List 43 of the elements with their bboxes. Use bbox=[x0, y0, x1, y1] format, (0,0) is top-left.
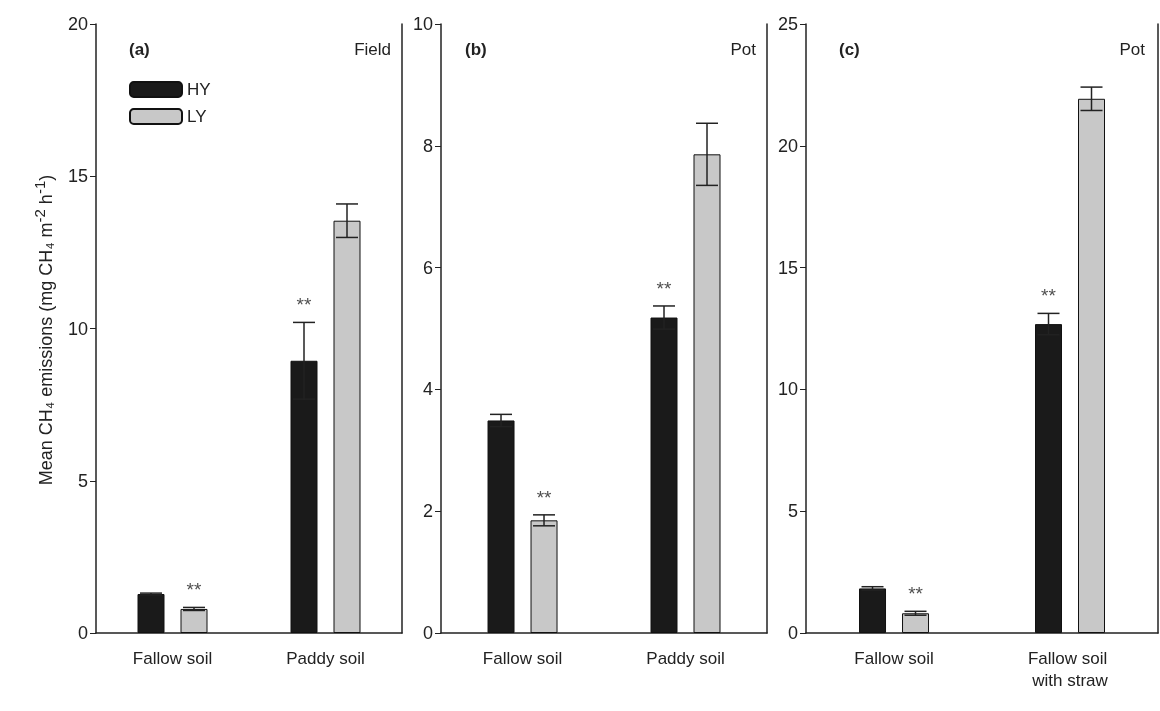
y-tick-label: 20 bbox=[67, 14, 88, 34]
bar bbox=[530, 520, 558, 633]
legend-label: HY bbox=[187, 80, 211, 99]
annotation: ** bbox=[908, 583, 924, 605]
text: Pot bbox=[1119, 40, 1146, 59]
x-tick-label: Fallow soil with straw bbox=[1027, 648, 1113, 690]
y-tick-label: 15 bbox=[777, 257, 799, 278]
y-tick-label: 5 bbox=[788, 501, 799, 522]
bar bbox=[180, 608, 208, 633]
y-tick-label: 8 bbox=[423, 135, 434, 156]
text: (b) bbox=[465, 40, 487, 59]
y-tick-label: 2 bbox=[423, 501, 434, 522]
x-tick-label: Fallow soil bbox=[132, 648, 213, 668]
bar bbox=[333, 220, 361, 633]
text: Pot bbox=[730, 40, 757, 59]
legend-label: LY bbox=[187, 107, 207, 126]
y-tick-label: 0 bbox=[77, 623, 88, 643]
annotation: ** bbox=[536, 486, 553, 508]
bar bbox=[693, 154, 721, 633]
y-tick-label: 25 bbox=[777, 14, 799, 34]
y-tick-label: 10 bbox=[67, 318, 88, 339]
annotation: ** bbox=[656, 277, 672, 299]
bar bbox=[902, 613, 930, 633]
text: Field bbox=[354, 40, 392, 59]
y-tick-label: 5 bbox=[77, 470, 88, 491]
x-tick-label: Paddy soil bbox=[286, 648, 365, 668]
x-tick-label: Fallow soil bbox=[482, 648, 563, 668]
y-tick-label: 10 bbox=[412, 14, 434, 34]
y-tick-label: 0 bbox=[423, 623, 434, 643]
annotation: ** bbox=[1041, 285, 1057, 307]
y-tick-label: 6 bbox=[423, 257, 434, 278]
y-tick-label: 15 bbox=[67, 166, 88, 187]
x-tick-label: Fallow soil bbox=[854, 648, 934, 668]
y-tick-label: 4 bbox=[423, 379, 434, 400]
y-tick-label: 10 bbox=[777, 379, 799, 400]
y-tick-label: 0 bbox=[788, 623, 799, 643]
text: (a) bbox=[129, 40, 150, 59]
annotation: ** bbox=[296, 294, 312, 316]
text: (c) bbox=[839, 40, 860, 59]
y-tick-label: 20 bbox=[777, 135, 799, 156]
bar bbox=[1078, 98, 1106, 633]
annotation: ** bbox=[186, 579, 202, 601]
x-tick-label: Paddy soil bbox=[646, 648, 725, 668]
